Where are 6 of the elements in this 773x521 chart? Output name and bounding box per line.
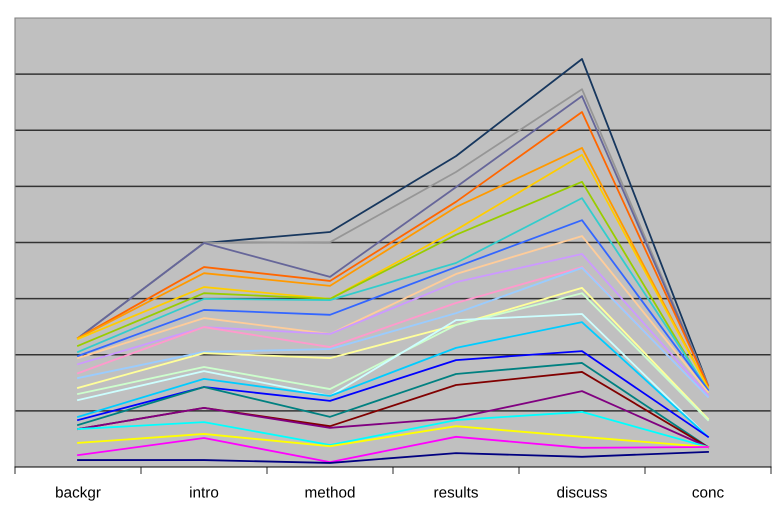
x-tick-label: results: [434, 486, 478, 498]
x-tick-label: conc: [692, 489, 724, 498]
x-tick-label: backgr: [56, 486, 101, 501]
x-tick-label: method: [306, 486, 354, 498]
x-tick-label: intro: [190, 486, 218, 498]
x-tick-label: discuss: [557, 486, 607, 498]
